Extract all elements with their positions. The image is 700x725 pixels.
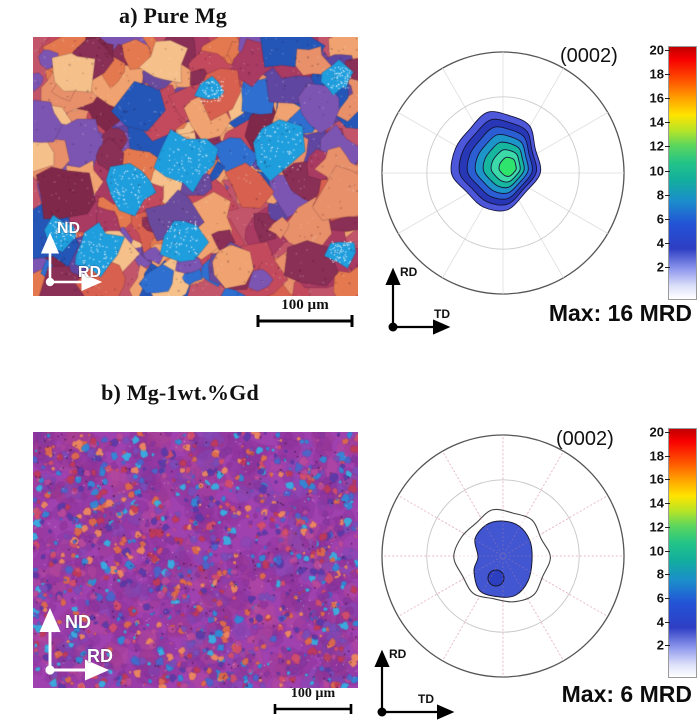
- colorbar-tick-label: 12: [649, 519, 664, 535]
- td-axis-label: TD: [418, 692, 434, 706]
- colorbar-tick-label: 20: [649, 424, 664, 440]
- colorbar-tick-label: 18: [649, 66, 664, 82]
- colorbar-tick-mark: [665, 503, 670, 505]
- colorbar-tick-label: 12: [649, 138, 664, 154]
- scale-bar-b: 100 µm: [273, 686, 353, 716]
- polar-grid-circle: [426, 96, 580, 250]
- polar-grid-spoke: [458, 556, 502, 582]
- pole-figure-a-axes: RD TD: [385, 265, 451, 335]
- colorbar-tick-label: 4: [656, 235, 664, 251]
- max-mrd-label-b: Max: 6 MRD: [561, 681, 692, 707]
- polar-grid-spoke: [397, 558, 500, 617]
- scale-bar-b-line: [273, 704, 353, 714]
- polar-grid-spoke: [504, 556, 548, 582]
- micrograph-b: ND RD: [33, 432, 358, 688]
- colorbar-tick-label: 10: [649, 543, 664, 558]
- pole-figure-a-plot: [381, 51, 625, 295]
- colorbar-tick-mark: [665, 122, 670, 124]
- colorbar-tick-mark: [665, 574, 670, 576]
- colorbar-tick-mark: [665, 146, 670, 148]
- colorbar-tick-mark: [665, 455, 670, 457]
- colorbar-tick-label: 2: [656, 259, 664, 275]
- colorbar-a-ticks: 20 18 16 14 12 10 8 6 4 2: [608, 42, 670, 300]
- colorbar-tick-label: 16: [649, 471, 664, 487]
- colorbar-tick-mark: [665, 170, 670, 172]
- colorbar-tick-label: 18: [649, 448, 664, 464]
- polar-grid-spoke: [397, 495, 500, 554]
- polar-grid-spoke: [442, 559, 501, 662]
- polar-grid-circle: [426, 479, 580, 633]
- td-axis-label: TD: [434, 307, 450, 321]
- colorbar-tick-mark: [665, 266, 670, 268]
- rd-axis-label: RD: [400, 265, 418, 279]
- colorbar-tick-label: 6: [656, 211, 664, 227]
- pole-figure-b-plot: [381, 434, 625, 678]
- plane-label-a: (0002): [560, 45, 618, 67]
- pole-figure-b-axes: RD TD: [374, 647, 455, 720]
- axes-origin-dot: [377, 707, 387, 717]
- axes-origin-dot: [388, 322, 398, 332]
- plane-label-b: (0002): [556, 428, 614, 450]
- colorbar-tick-mark: [665, 645, 670, 647]
- colorbar-tick-mark: [665, 98, 670, 100]
- max-mrd-label-a: Max: 16 MRD: [548, 300, 692, 326]
- polar-grid-spoke: [442, 450, 501, 553]
- colorbar-tick-label: 4: [656, 614, 664, 630]
- scale-bar-b-label: 100 µm: [290, 686, 336, 701]
- polar-grid-spoke: [506, 558, 609, 617]
- colorbar-tick-label: 14: [649, 114, 664, 130]
- colorbar-tick-label: 16: [649, 90, 664, 106]
- scale-bar-a-label: 100 µm: [281, 297, 329, 313]
- colorbar-tick-label: 10: [649, 163, 664, 178]
- colorbar-tick-mark: [665, 242, 670, 244]
- polar-grid-spoke: [503, 511, 529, 555]
- panel-b-title: b) Mg-1wt.%Gd: [101, 380, 259, 405]
- polar-grid-spoke: [477, 557, 503, 601]
- colorbar-tick-mark: [665, 597, 670, 599]
- colorbar-tick-mark: [665, 550, 670, 552]
- polar-grid-spoke: [506, 495, 609, 554]
- polar-grid-spoke: [503, 557, 529, 601]
- colorbar-tick-label: 8: [656, 187, 664, 203]
- colorbar-a: [668, 46, 697, 300]
- micrograph-a: ND RD: [33, 37, 358, 296]
- rd-axis-label: RD: [389, 647, 407, 661]
- colorbar-tick-label: 2: [656, 637, 664, 653]
- panel-a-title: a) Pure Mg: [119, 3, 227, 28]
- micrograph-b-image: [33, 432, 358, 688]
- polar-grid-spoke: [504, 530, 548, 556]
- colorbar-tick-mark: [665, 432, 670, 433]
- scale-bar-a: 100 µm: [255, 297, 355, 331]
- micrograph-a-image: [33, 37, 358, 296]
- colorbar-tick-mark: [665, 50, 670, 51]
- colorbar-tick-mark: [665, 74, 670, 76]
- polar-grid-spoke: [505, 450, 564, 553]
- colorbar-tick-label: 8: [656, 566, 664, 582]
- polar-grid-spoke: [505, 559, 564, 662]
- contour-level: [498, 156, 517, 177]
- polar-grid-spoke: [477, 511, 503, 555]
- colorbar-tick-mark: [665, 218, 670, 220]
- scale-bar-a-line: [256, 315, 354, 327]
- colorbar-tick-label: 14: [649, 495, 664, 511]
- colorbar-tick-label: 6: [656, 590, 664, 606]
- polar-grid-spoke: [458, 530, 502, 556]
- colorbar-tick-label: 20: [649, 42, 664, 58]
- colorbar-b: [668, 428, 697, 678]
- colorbar-tick-mark: [665, 526, 670, 528]
- colorbar-tick-mark: [665, 479, 670, 481]
- contour-level: [487, 569, 505, 587]
- colorbar-tick-mark: [665, 194, 670, 196]
- colorbar-b-ticks: 20 18 16 14 12 10 8 6 4 2: [608, 424, 670, 678]
- colorbar-tick-mark: [665, 621, 670, 623]
